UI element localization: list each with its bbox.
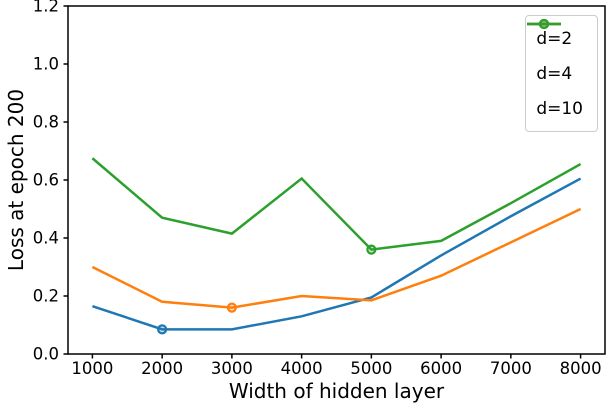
legend-item-d-4: d=4 xyxy=(527,18,583,91)
legend: d=2 d=4 d=10 xyxy=(525,15,598,132)
legend-item-d-10: d=10 xyxy=(527,18,583,126)
x-axis-label: Width of hidden layer xyxy=(228,379,445,403)
y-tick-label: 0.6 xyxy=(33,171,59,190)
x-tick-label: 5000 xyxy=(350,359,392,378)
legend-line-marker-icon xyxy=(527,18,562,30)
series-marker-d-4 xyxy=(226,302,237,313)
x-tick-label: 7000 xyxy=(490,359,532,378)
series-line-d-4 xyxy=(91,207,582,309)
x-tick-label: 1000 xyxy=(71,359,113,378)
y-tick-label: 0.8 xyxy=(33,113,59,132)
y-tick-label: 0.4 xyxy=(33,229,59,248)
legend-label: d=10 xyxy=(536,98,583,119)
y-axis-label: Loss at epoch 200 xyxy=(4,88,28,272)
series-marker-d-2 xyxy=(157,324,168,335)
y-tick-label: 0.2 xyxy=(33,287,59,306)
x-tick-label: 4000 xyxy=(281,359,323,378)
legend-label: d=2 xyxy=(536,28,573,49)
series-line-d-2 xyxy=(92,177,582,331)
x-tick-label: 2000 xyxy=(141,359,183,378)
y-tick-label: 0.0 xyxy=(33,345,59,364)
x-tick-label: 3000 xyxy=(211,359,253,378)
y-tick-label: 1.2 xyxy=(33,0,59,16)
x-tick-label: 6000 xyxy=(420,359,462,378)
legend-label: d=4 xyxy=(536,63,573,84)
x-tick-label: 8000 xyxy=(560,359,602,378)
series-marker-d-10 xyxy=(366,244,377,255)
y-tick-label: 1.0 xyxy=(33,55,59,74)
series-line-d-10 xyxy=(91,157,582,251)
